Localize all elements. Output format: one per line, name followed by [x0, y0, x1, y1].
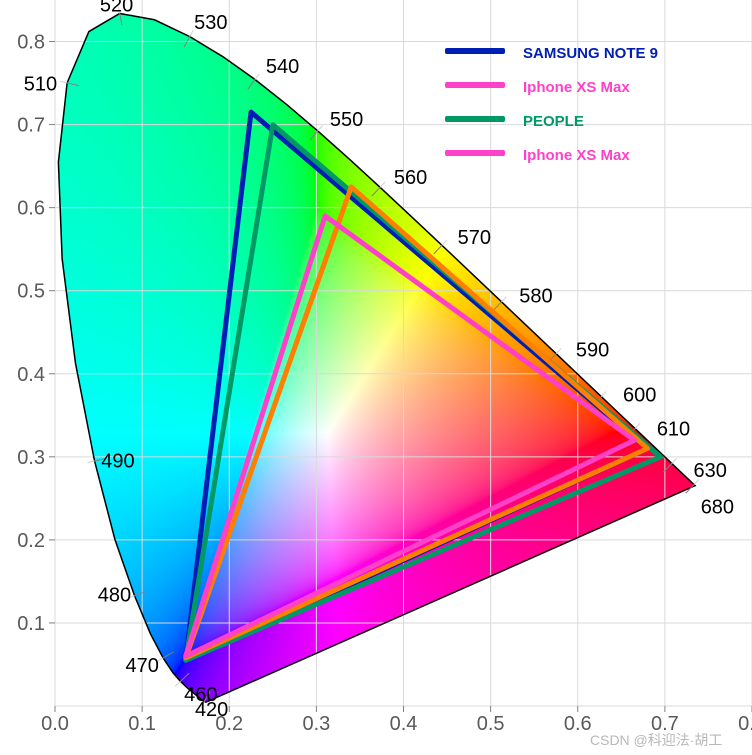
- wavelength-label: 560: [394, 167, 427, 189]
- x-tick-label: 0.5: [477, 713, 505, 735]
- x-tick-label: 0.1: [128, 713, 156, 735]
- x-tick-label: 0.8: [738, 713, 752, 735]
- legend-swatch: [445, 150, 505, 156]
- wavelength-label: 520: [100, 0, 133, 16]
- y-tick-label: 0.7: [17, 115, 45, 137]
- y-tick-label: 0.2: [17, 530, 45, 552]
- horseshoe-fill: [0, 0, 752, 755]
- x-tick-label: 0.6: [564, 713, 592, 735]
- y-tick-label: 0.3: [17, 447, 45, 469]
- y-tick-label: 0.5: [17, 281, 45, 303]
- wavelength-label: 510: [24, 74, 57, 96]
- wavelength-label: 630: [693, 460, 726, 482]
- wavelength-label: 680: [701, 496, 734, 518]
- chromaticity-chart: 4204604704804905105205305405505605705805…: [0, 0, 752, 755]
- wavelength-label: 570: [458, 227, 491, 249]
- legend-label: Iphone XS Max: [523, 147, 630, 164]
- wavelength-label: 460: [184, 684, 217, 706]
- legend-label: Iphone XS Max: [523, 79, 630, 96]
- wavelength-label: 600: [623, 384, 656, 406]
- legend-swatch: [445, 82, 505, 88]
- x-tick-label: 0.4: [390, 713, 418, 735]
- wavelength-label: 540: [266, 56, 299, 78]
- x-tick-label: 0.2: [215, 713, 243, 735]
- x-tick-label: 0.3: [302, 713, 330, 735]
- legend-label: PEOPLE: [523, 113, 584, 130]
- wavelength-label: 470: [126, 655, 159, 677]
- wavelength-label: 530: [194, 12, 227, 34]
- wavelength-label: 480: [98, 585, 131, 607]
- y-tick-label: 0.8: [17, 32, 45, 54]
- wavelength-label: 610: [657, 418, 690, 440]
- wavelength-label: 550: [330, 109, 363, 131]
- legend-swatch: [445, 48, 505, 54]
- legend-label: SAMSUNG NOTE 9: [523, 45, 658, 62]
- watermark: CSDN @科迎法·胡工: [590, 732, 722, 748]
- wavelength-label: 490: [101, 450, 134, 472]
- y-tick-label: 0.4: [17, 364, 45, 386]
- wavelength-label: 590: [576, 339, 609, 361]
- x-tick-label: 0.0: [41, 713, 69, 735]
- wavelength-label: 580: [519, 286, 552, 308]
- y-tick-label: 0.6: [17, 198, 45, 220]
- y-tick-label: 0.1: [17, 613, 45, 635]
- legend-swatch: [445, 116, 505, 122]
- legend: SAMSUNG NOTE 9 Iphone XS Max PEOPLE Iphone …: [445, 45, 658, 164]
